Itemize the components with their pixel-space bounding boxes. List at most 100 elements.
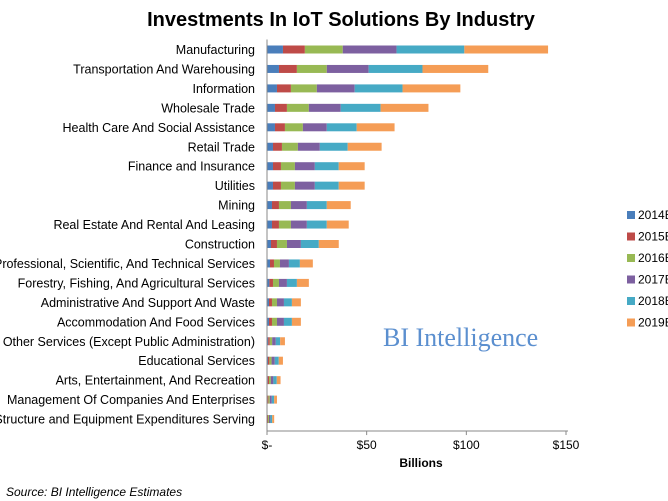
bar-2018e-forestry-fishing-and-agricultural-services <box>286 278 297 287</box>
bar-2017e-other-services-except-public-administration <box>272 337 276 346</box>
bar-2018e-accommodation-and-food-services <box>283 317 292 326</box>
x-axis-title: Billions <box>399 456 443 470</box>
bar-2019e-information <box>402 84 461 93</box>
bar-2017e-accommodation-and-food-services <box>276 317 284 326</box>
category-label-wholesale-trade: Wholesale Trade <box>161 101 255 115</box>
bar-2018e-finance-and-insurance <box>314 162 339 171</box>
bar-2014e-retail-trade <box>267 142 273 151</box>
legend-label-2016e: 2016E <box>638 251 668 265</box>
bar-2019e-utilities <box>338 181 365 190</box>
bar-2019e-wholesale-trade <box>380 103 429 112</box>
bar-2016e-information <box>290 84 317 93</box>
bar-2019e-administrative-and-support-and-waste <box>291 298 301 307</box>
bar-2019e-educational-services <box>278 356 283 365</box>
category-label-educational-services: Educational Services <box>138 354 255 368</box>
bar-2019e-accommodation-and-food-services <box>291 317 301 326</box>
bar-2017e-administrative-and-support-and-waste <box>276 298 284 307</box>
bar-2017e-finance-and-insurance <box>294 162 315 171</box>
legend-swatch-2016e <box>627 254 635 262</box>
bar-2015e-real-estate-and-rental-and-leasing <box>271 220 279 229</box>
category-labels: Manufacturing Transportation And Warehous… <box>0 43 255 427</box>
bar-2018e-arts-entertainment-and-recreation <box>273 376 277 385</box>
legend-label-2019e: 2019E <box>638 316 668 330</box>
bar-2015e-finance-and-insurance <box>272 162 281 171</box>
bar-2018e-other-services-except-public-administration <box>275 337 281 346</box>
bar-2019e-professional-scientific-and-technical-services <box>299 259 313 268</box>
bar-2018e-construction <box>300 240 319 248</box>
bi-intelligence-watermark: BI Intelligence <box>383 323 538 352</box>
bar-2017e-mining <box>290 201 307 210</box>
bar-2017e-arts-entertainment-and-recreation <box>270 376 274 385</box>
category-label-manufacturing: Manufacturing <box>176 43 255 57</box>
bar-2014e-utilities <box>267 181 273 190</box>
bar-2016e-educational-services <box>269 356 272 365</box>
bar-2018e-transportation-and-warehousing <box>368 64 423 73</box>
bar-2015e-construction <box>270 240 277 248</box>
category-label-mining: Mining <box>218 199 255 213</box>
legend-swatch-2017e <box>627 275 635 284</box>
bar-2014e-manufacturing <box>267 45 283 54</box>
bar-2019e-management-of-companies-and-enterprises <box>274 395 277 404</box>
bar-2014e-construction <box>267 240 271 248</box>
legend-swatch-2014e <box>627 211 635 219</box>
bar-2016e-retail-trade <box>281 142 298 151</box>
bar-2015e-professional-scientific-and-technical-services <box>269 259 274 268</box>
bar-2015e-management-of-companies-and-enterprises <box>267 395 269 404</box>
bar-2014e-mining <box>267 201 272 210</box>
bar-2016e-administrative-and-support-and-waste <box>271 298 277 307</box>
legend-swatch-2018e <box>627 297 635 305</box>
bar-2017e-transportation-and-warehousing <box>326 64 369 73</box>
legend: 2014E 2015E 2016E 2017E 2018E 2019E <box>627 208 668 330</box>
bar-2015e-manufacturing <box>282 45 305 54</box>
chart-title: Investments In IoT Solutions By Industry <box>147 9 536 31</box>
bar-2017e-retail-trade <box>297 142 320 151</box>
bar-2016e-other-services-except-public-administration <box>269 337 273 346</box>
category-label-health-care-and-social-assistance: Health Care And Social Assistance <box>63 121 256 135</box>
bar-2016e-construction <box>276 240 287 248</box>
category-label-arts-entertainment-and-recreation: Arts, Entertainment, And Recreation <box>56 374 255 388</box>
category-label-other-services-except-public-administration: Other Services (Except Public Administra… <box>3 335 255 349</box>
bar-2019e-finance-and-insurance <box>338 162 365 171</box>
legend-label-2018e: 2018E <box>638 294 668 308</box>
bar-2016e-wholesale-trade <box>286 103 309 112</box>
bar-2014e-forestry-fishing-and-agricultural-services <box>267 278 270 287</box>
bar-2014e-information <box>267 84 277 93</box>
bar-2017e-management-of-companies-and-enterprises <box>269 395 272 404</box>
bar-2019e-real-estate-and-rental-and-leasing <box>326 220 349 229</box>
category-label-finance-and-insurance: Finance and Insurance <box>128 160 255 174</box>
bar-2014e-real-estate-and-rental-and-leasing <box>267 220 272 229</box>
bar-2019e-construction <box>318 240 339 248</box>
bar-2018e-mining <box>306 201 327 210</box>
x-tick-label: $50 <box>357 438 377 452</box>
bar-2019e-mining <box>326 201 351 210</box>
bar-2017e-forestry-fishing-and-agricultural-services <box>278 278 287 287</box>
bar-2014e-administrative-and-support-and-waste <box>267 298 269 307</box>
category-label-utilities: Utilities <box>215 179 255 193</box>
bar-2014e-other-services-except-public-administration <box>267 337 269 346</box>
bar-2017e-construction <box>286 240 301 248</box>
bar-2016e-transportation-and-warehousing <box>296 64 327 73</box>
category-label-transportation-and-warehousing: Transportation And Warehousing <box>73 62 255 76</box>
bar-2016e-accommodation-and-food-services <box>271 317 277 326</box>
source-note: Source: BI Intelligence Estimates <box>6 485 182 499</box>
category-label-administrative-and-support-and-waste: Administrative And Support And Waste <box>41 296 255 310</box>
bar-2017e-wholesale-trade <box>308 103 341 112</box>
bar-2014e-wholesale-trade <box>267 103 275 112</box>
bar-2015e-administrative-and-support-and-waste <box>268 298 272 307</box>
legend-swatch-2015e <box>627 232 635 241</box>
category-label-professional-scientific-and-technical-services: Professional, Scientific, And Technical … <box>0 257 255 271</box>
bar-2015e-wholesale-trade <box>274 103 287 112</box>
bar-2018e-health-care-and-social-assistance <box>326 123 357 132</box>
bar-2016e-mining <box>278 201 291 210</box>
bar-2018e-retail-trade <box>319 142 348 151</box>
bar-2019e-manufacturing <box>464 45 549 54</box>
bar-2016e-management-of-companies-and-enterprises <box>268 395 270 404</box>
bar-2017e-real-estate-and-rental-and-leasing <box>290 220 307 229</box>
bar-2018e-educational-services <box>274 356 279 365</box>
bar-2017e-utilities <box>294 181 315 190</box>
bar-2016e-structure-and-equipment-expenditures-serving <box>267 415 269 424</box>
bar-2017e-health-care-and-social-assistance <box>302 123 327 132</box>
x-tick-label: $150 <box>553 438 580 452</box>
bars-group <box>266 39 549 432</box>
bar-2018e-administrative-and-support-and-waste <box>283 298 292 307</box>
